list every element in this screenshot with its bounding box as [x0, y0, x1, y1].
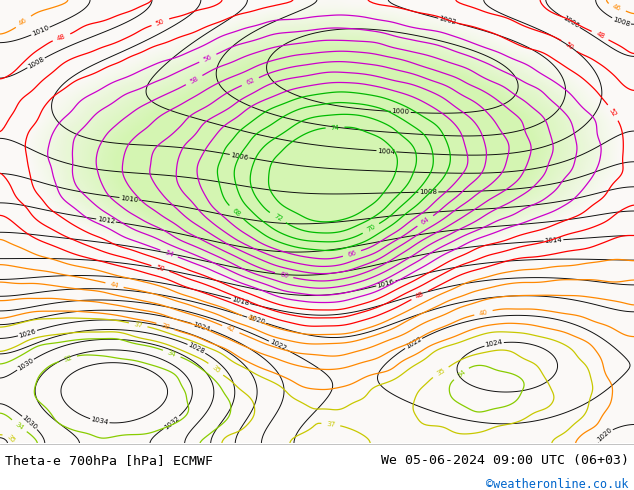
Text: 1016: 1016	[377, 278, 396, 289]
Text: 74: 74	[330, 124, 340, 131]
Text: 1020: 1020	[595, 427, 613, 443]
Text: 66: 66	[347, 249, 357, 258]
Text: We 05-06-2024 09:00 UTC (06+03): We 05-06-2024 09:00 UTC (06+03)	[381, 454, 629, 467]
Text: 1022: 1022	[268, 339, 287, 352]
Text: 68: 68	[231, 207, 242, 218]
Text: 1002: 1002	[438, 16, 457, 26]
Text: 38: 38	[160, 322, 171, 331]
Text: 62: 62	[245, 77, 256, 86]
Text: 1034: 1034	[90, 416, 109, 426]
Text: 1006: 1006	[230, 151, 249, 161]
Text: 50: 50	[155, 264, 165, 272]
Text: 70: 70	[366, 223, 377, 233]
Text: 64: 64	[420, 216, 430, 226]
Text: 48: 48	[415, 291, 425, 300]
Text: 46: 46	[612, 3, 622, 12]
Text: 34: 34	[14, 421, 25, 431]
Text: 1010: 1010	[31, 25, 50, 37]
Text: 1008: 1008	[612, 16, 631, 27]
Text: 1008: 1008	[27, 56, 46, 70]
Text: 37: 37	[326, 421, 335, 428]
Text: 34: 34	[456, 368, 467, 379]
Text: 35: 35	[210, 364, 221, 374]
Text: 1032: 1032	[163, 415, 181, 430]
Text: 50: 50	[155, 18, 165, 26]
Text: 1030: 1030	[16, 357, 35, 372]
Text: 60: 60	[279, 271, 289, 279]
Text: 48: 48	[595, 31, 605, 40]
Text: 1006: 1006	[562, 15, 580, 29]
Text: 44: 44	[110, 281, 119, 289]
Text: 37: 37	[133, 321, 143, 329]
Text: 46: 46	[246, 315, 256, 323]
Text: 1010: 1010	[120, 195, 139, 203]
Text: 54: 54	[164, 249, 174, 258]
Text: 1004: 1004	[377, 147, 396, 155]
Text: 1022: 1022	[404, 336, 423, 350]
Text: 32: 32	[63, 354, 73, 363]
Text: 1024: 1024	[192, 321, 211, 332]
Text: 48: 48	[56, 33, 67, 42]
Text: 1018: 1018	[231, 296, 250, 306]
Text: 50: 50	[564, 41, 574, 51]
Text: 35: 35	[436, 368, 446, 377]
Text: 1028: 1028	[187, 342, 206, 355]
Text: 1008: 1008	[419, 189, 437, 195]
Text: 58: 58	[189, 75, 200, 85]
Text: 1000: 1000	[392, 108, 410, 116]
Text: 1026: 1026	[18, 328, 37, 339]
Text: 46: 46	[18, 17, 29, 26]
Text: 1024: 1024	[485, 339, 503, 348]
Text: 1014: 1014	[545, 237, 562, 244]
Text: 34: 34	[167, 349, 177, 358]
Text: 35: 35	[6, 434, 16, 444]
Text: 1020: 1020	[247, 315, 266, 326]
Text: 1012: 1012	[97, 216, 115, 225]
Text: 72: 72	[273, 213, 283, 222]
Text: 1030: 1030	[21, 415, 39, 431]
Text: 56: 56	[202, 53, 213, 63]
Text: 52: 52	[608, 107, 618, 118]
Text: ©weatheronline.co.uk: ©weatheronline.co.uk	[486, 478, 629, 490]
Text: 40: 40	[479, 309, 488, 317]
Text: Theta-e 700hPa [hPa] ECMWF: Theta-e 700hPa [hPa] ECMWF	[5, 454, 213, 467]
Text: 42: 42	[226, 325, 236, 334]
